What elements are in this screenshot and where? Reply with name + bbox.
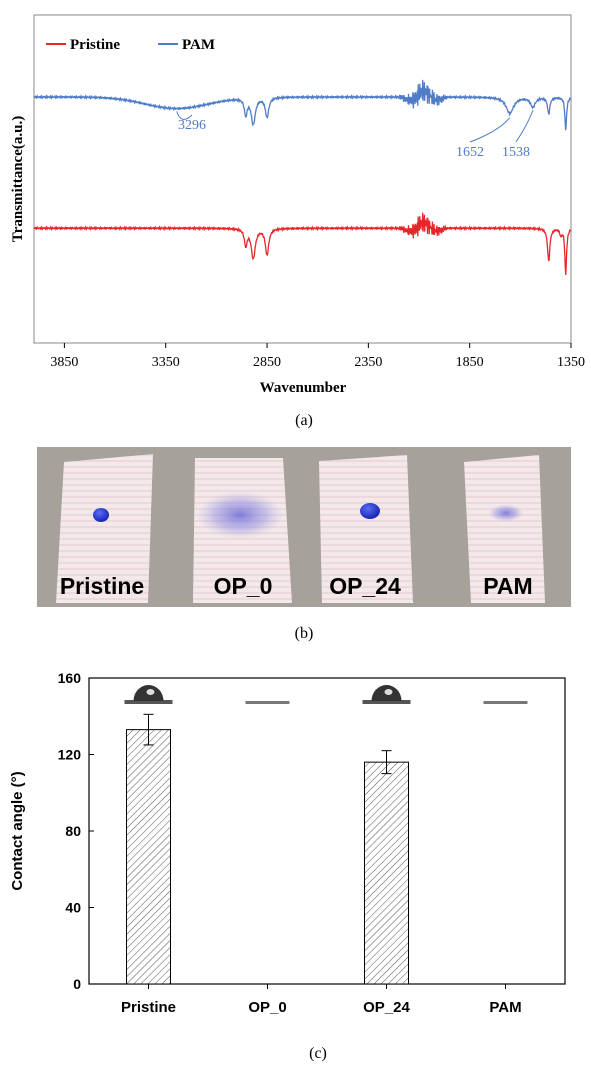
caption-c: (c) bbox=[309, 1045, 327, 1062]
ftir-x-axis-label: Wavenumber bbox=[260, 380, 347, 396]
legend-label-pristine: Pristine bbox=[70, 37, 120, 53]
x-tick-label: 3850 bbox=[50, 355, 78, 370]
droplet-inset-op24 bbox=[362, 685, 411, 704]
sample-strip-pam bbox=[464, 455, 545, 603]
spectrum-line-pristine bbox=[33, 212, 572, 275]
x-tick-label-op0: OP_0 bbox=[248, 999, 286, 1016]
y-tick-label: 0 bbox=[73, 976, 81, 992]
x-tick-label: 1350 bbox=[557, 355, 585, 370]
droplet-inset-pristine bbox=[124, 685, 173, 704]
y-tick-label: 160 bbox=[58, 670, 82, 686]
sample-strip-op24 bbox=[319, 455, 413, 603]
photo-label-pristine: Pristine bbox=[60, 573, 144, 599]
bar-y-axis-label: Contact angle (°) bbox=[9, 771, 26, 890]
droplet-inset-op0 bbox=[245, 701, 290, 704]
peak-annotation-1538: 1538 bbox=[502, 145, 530, 160]
x-tick-label: 2350 bbox=[354, 355, 382, 370]
peak-annotation-3296: 3296 bbox=[178, 118, 206, 133]
water-droplet-pristine bbox=[93, 508, 109, 522]
y-tick-label: 120 bbox=[58, 747, 82, 763]
photo-label-op0: OP_0 bbox=[214, 573, 273, 599]
spread-stain-op0 bbox=[196, 491, 284, 539]
bar-pristine bbox=[126, 729, 171, 985]
ftir-chart: 3850 3350 2850 2350 1850 1350 3296 1652 1538 Pr… bbox=[10, 14, 585, 429]
annotation-leader-line bbox=[515, 109, 534, 143]
legend-label-pam: PAM bbox=[182, 37, 215, 53]
water-droplet-op24 bbox=[360, 503, 380, 519]
contact-angle-chart: 0 40 80 120 160 Pristine OP_0 OP_24 PAM Contact… bbox=[9, 670, 566, 1062]
ftir-plot-frame bbox=[33, 14, 572, 344]
x-tick-label-pristine: Pristine bbox=[121, 999, 176, 1016]
annotation-leader-line bbox=[176, 111, 193, 120]
ftir-legend: Pristine PAM bbox=[46, 37, 215, 53]
x-tick-label: 3350 bbox=[152, 355, 180, 370]
wettability-photo: Pristine OP_0 OP_24 PAM (b) bbox=[37, 447, 571, 642]
peak-annotation-1652: 1652 bbox=[456, 145, 484, 160]
bar-op24 bbox=[364, 761, 409, 985]
y-tick-label: 40 bbox=[65, 900, 81, 916]
sample-strip-pristine bbox=[56, 454, 153, 603]
caption-b: (b) bbox=[295, 625, 314, 642]
droplet-inset-pam bbox=[483, 701, 528, 704]
spread-stain-pam bbox=[488, 504, 524, 522]
photo-label-op24: OP_24 bbox=[329, 573, 401, 599]
y-tick-label: 80 bbox=[65, 823, 81, 839]
photo-label-pam: PAM bbox=[483, 573, 532, 599]
ftir-y-axis-label: Transmittance(a.u.) bbox=[10, 116, 26, 242]
x-tick-label-pam: PAM bbox=[489, 999, 521, 1016]
annotation-leader-line bbox=[469, 117, 511, 143]
spectrum-line-pam bbox=[33, 79, 572, 131]
x-tick-label: 2850 bbox=[253, 355, 281, 370]
caption-a: (a) bbox=[295, 412, 313, 429]
x-tick-label-op24: OP_24 bbox=[363, 999, 410, 1016]
x-tick-label: 1850 bbox=[456, 355, 484, 370]
